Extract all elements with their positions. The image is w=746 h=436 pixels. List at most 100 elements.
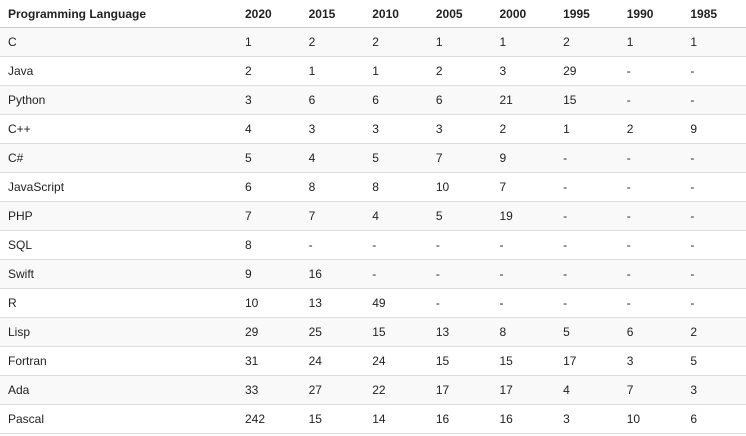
rank-cell: - (682, 288, 746, 318)
column-header: 2010 (364, 0, 428, 28)
rank-cell: 21 (491, 85, 556, 115)
language-cell: C (0, 27, 237, 57)
rank-cell: 8 (364, 172, 428, 202)
rank-cell: 2 (300, 27, 365, 57)
language-cell: Python (0, 85, 237, 115)
column-header: 1995 (555, 0, 619, 28)
rank-cell: 7 (300, 201, 365, 231)
rank-cell: - (491, 259, 556, 289)
rank-cell: 16 (427, 404, 492, 434)
rank-cell: 3 (237, 85, 301, 115)
rank-cell: - (618, 230, 683, 260)
table-row: PHP 7 7 4 5 19- - - (0, 201, 746, 231)
rank-cell: 10 (237, 288, 301, 318)
column-header: 2015 (300, 0, 365, 28)
rank-cell: 17 (491, 375, 556, 405)
language-cell: R (0, 288, 237, 318)
rank-cell: 14 (364, 404, 428, 434)
table-row: C++ 4 3 3 3 2 1 2 9 (0, 114, 746, 144)
language-cell: Java (0, 56, 237, 86)
language-cell: C# (0, 143, 237, 173)
language-cell: JavaScript (0, 172, 237, 202)
table-row: SQL 8- - - - - - - (0, 230, 746, 260)
rank-cell: - (618, 85, 683, 115)
rank-cell: - (364, 259, 428, 289)
rank-cell: 4 (237, 114, 301, 144)
rank-cell: 13 (427, 317, 492, 347)
rank-cell: 24 (300, 346, 365, 376)
rank-cell: 5 (555, 317, 619, 347)
rank-cell: - (555, 259, 619, 289)
language-cell: Ada (0, 375, 237, 405)
rank-cell: 13 (300, 288, 365, 318)
rank-cell: 5 (427, 201, 492, 231)
rank-cell: 25 (300, 317, 365, 347)
rank-cell: - (618, 56, 683, 86)
rank-cell: 15 (427, 346, 492, 376)
table-row: R 10 13 49- - - - - (0, 288, 746, 318)
rank-cell: 16 (491, 404, 556, 434)
header-row: Programming Language 2020 2015 2010 2005 2000… (0, 0, 746, 28)
rank-cell: 8 (491, 317, 556, 347)
rank-cell: - (682, 85, 746, 115)
rank-cell: - (682, 56, 746, 86)
column-header: Programming Language (0, 0, 237, 28)
rank-cell: 7 (491, 172, 556, 202)
rank-cell: - (491, 230, 556, 260)
table-row: Ada 33 27 22 17 17 4 7 3 (0, 375, 746, 405)
rank-cell: 1 (555, 114, 619, 144)
rank-cell: 17 (555, 346, 619, 376)
column-header: 2005 (427, 0, 492, 28)
table-row: Python 3 6 6 6 21 15- - (0, 85, 746, 115)
rank-cell: - (427, 288, 492, 318)
rank-cell: 2 (682, 317, 746, 347)
rank-cell: 6 (364, 85, 428, 115)
rank-cell: 31 (237, 346, 301, 376)
language-cell: Fortran (0, 346, 237, 376)
rank-cell: 7 (427, 143, 492, 173)
rank-cell: 10 (427, 172, 492, 202)
language-cell: Pascal (0, 404, 237, 434)
rank-cell: 9 (237, 259, 301, 289)
rank-cell: 5 (682, 346, 746, 376)
rank-cell: - (427, 230, 492, 260)
rank-cell: - (555, 288, 619, 318)
rank-cell: 8 (237, 230, 301, 260)
rank-cell: - (555, 201, 619, 231)
rank-cell: 49 (364, 288, 428, 318)
rank-cell: 17 (427, 375, 492, 405)
rank-cell: 1 (618, 27, 683, 57)
table-row: JavaScript 6 8 8 10 7- - - (0, 172, 746, 202)
rank-cell: 3 (364, 114, 428, 144)
column-header: 1985 (682, 0, 746, 28)
rank-cell: 29 (555, 56, 619, 86)
table-header: Programming Language 2020 2015 2010 2005 2000… (0, 0, 746, 28)
rank-cell: - (682, 201, 746, 231)
rank-cell: 7 (237, 201, 301, 231)
rank-cell: 6 (237, 172, 301, 202)
rank-cell: 15 (555, 85, 619, 115)
language-cell: Lisp (0, 317, 237, 347)
rank-cell: - (682, 259, 746, 289)
column-header: 1990 (618, 0, 683, 28)
rank-cell: 3 (427, 114, 492, 144)
rank-cell: 5 (237, 143, 301, 173)
rank-cell: 19 (491, 201, 556, 231)
language-cell: SQL (0, 230, 237, 260)
rank-cell: 5 (364, 143, 428, 173)
rank-cell: 4 (300, 143, 365, 173)
rank-cell: 1 (364, 56, 428, 86)
table-body: C 1 2 2 1 1 2 1 1 Java 2 1 1 2 3 29- - Python 3 6 6 6 21 15- - C+… (0, 27, 746, 434)
rank-cell: - (618, 288, 683, 318)
rank-cell: 3 (682, 375, 746, 405)
rank-cell: 7 (618, 375, 683, 405)
rank-cell: 1 (491, 27, 556, 57)
table-row: Fortran 31 24 24 15 15 17 3 5 (0, 346, 746, 376)
rank-cell: 2 (237, 56, 301, 86)
table-row: C# 5 4 5 7 9- - - (0, 143, 746, 173)
rank-cell: - (682, 143, 746, 173)
rank-cell: - (555, 230, 619, 260)
